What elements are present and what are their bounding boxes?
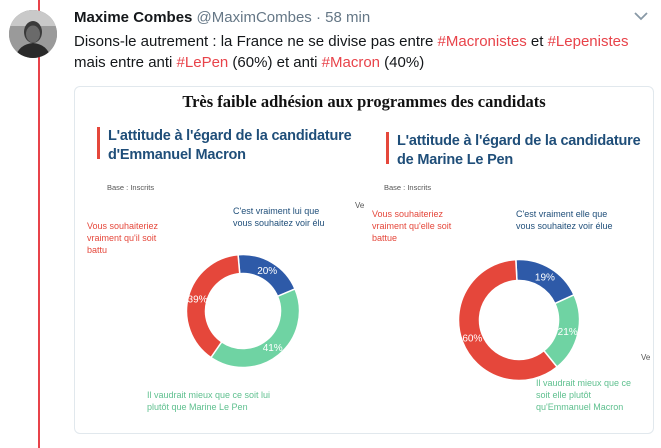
slice-label-line: C'est vraiment lui que [233,206,320,216]
author-handle[interactable]: @MaximCombes [196,9,312,26]
slice-label-green: Il vaudrait mieux que ce soit lui plutôt… [147,389,270,413]
edge-text-fragment: Ve [355,201,365,210]
heading-accent-bar [97,127,100,159]
slice-label-line: battue [372,233,398,243]
chart-heading-line: L'attitude à l'égard de la candidature [397,133,641,149]
slice-value-label: 20% [257,266,277,277]
slice-value-label: 19% [535,273,555,284]
hashtag-link[interactable]: #Macronistes [437,33,527,50]
chart-heading-line: de Marine Le Pen [397,152,514,168]
slice-label-red: Vous souhaiteriez vraiment qu'il soit ba… [87,220,158,256]
donut-slice [457,258,559,382]
slice-label-line: vous souhaitez voir élu [233,218,325,228]
card-title: Très faible adhésion aux programmes des … [182,92,546,111]
slice-label-line: Il vaudrait mieux que ce soit lui [147,390,271,400]
chart-heading-line: d'Emmanuel Macron [108,147,246,163]
chart-panel-lepen: L'attitude à l'égard de la candidature d… [364,87,653,433]
slice-label-blue: C'est vraiment elle que vous souhaitez v… [516,208,613,232]
slice-label-line: qu'Emmanuel Macron [536,402,624,412]
slice-label-line: vous souhaitez voir élue [516,221,613,231]
slice-label-line: vraiment qu'il soit [87,233,157,243]
header-separator: · [315,9,321,26]
base-label: Base : Inscrits [384,183,432,192]
avatar[interactable] [9,10,57,58]
slice-label-line: Il vaudrait mieux que ce [536,378,632,388]
base-label: Base : Inscrits [107,183,155,192]
media-card[interactable]: Très faible adhésion aux programmes des … [74,86,654,434]
tweet-header: Maxime Combes @MaximCombes · 58 min [74,9,370,26]
tweet-text-segment: Disons-le autrement : la France ne se di… [74,33,438,50]
donut-chart: 19% 21% 60% [457,258,581,382]
slice-value-label: 41% [263,343,283,354]
slice-label-line: plutôt que Marine Le Pen [147,402,248,412]
edge-text-fragment: Ve [641,353,651,362]
chart-heading: L'attitude à l'égard de la candidature d… [397,132,641,170]
slice-value-label: 21% [558,327,578,338]
tweet-text: Disons-le autrement : la France ne se di… [74,31,644,73]
chevron-down-icon[interactable] [633,10,649,22]
slice-value-label: 39% [188,294,208,305]
hashtag-link[interactable]: #LePen [176,54,229,71]
tweet-timestamp[interactable]: 58 min [325,9,371,26]
slice-label-red: Vous souhaiteriez vraiment qu'elle soit … [372,208,451,244]
slice-label-line: C'est vraiment elle que [516,209,608,219]
donut-chart: 20% 41% 39% [185,253,301,369]
heading-accent-bar [386,132,389,164]
slice-label-green: Il vaudrait mieux que ce soit elle plutô… [536,377,631,413]
chart-panel-macron: L'attitude à l'égard de la candidature d… [75,87,364,433]
thread-line [38,0,40,448]
tweet-text-segment: et [526,33,548,50]
tweet-text-segment: mais entre anti [74,54,177,71]
donut-slice [185,253,241,359]
tweet-text-segment: (40%) [380,54,425,71]
chart-heading: L'attitude à l'égard de la candidature d… [108,127,352,165]
slice-label-line: Vous souhaiteriez [87,221,159,231]
hashtag-link[interactable]: #Macron [321,54,381,71]
slice-label-line: soit elle plutôt [536,390,592,400]
hashtag-link[interactable]: #Lepenistes [547,33,629,50]
author-name[interactable]: Maxime Combes [74,9,193,26]
donut-slice [209,287,301,369]
slice-label-blue: C'est vraiment lui que vous souhaitez vo… [233,205,325,229]
avatar-photo [9,10,57,58]
slice-label-line: Vous souhaiteriez [372,209,444,219]
chart-heading-line: L'attitude à l'égard de la candidature [108,128,352,144]
slice-label-line: battu [87,245,108,255]
slice-label-line: vraiment qu'elle soit [372,221,452,231]
slice-value-label: 60% [462,333,482,344]
tweet-text-segment: (60%) et anti [228,54,322,71]
